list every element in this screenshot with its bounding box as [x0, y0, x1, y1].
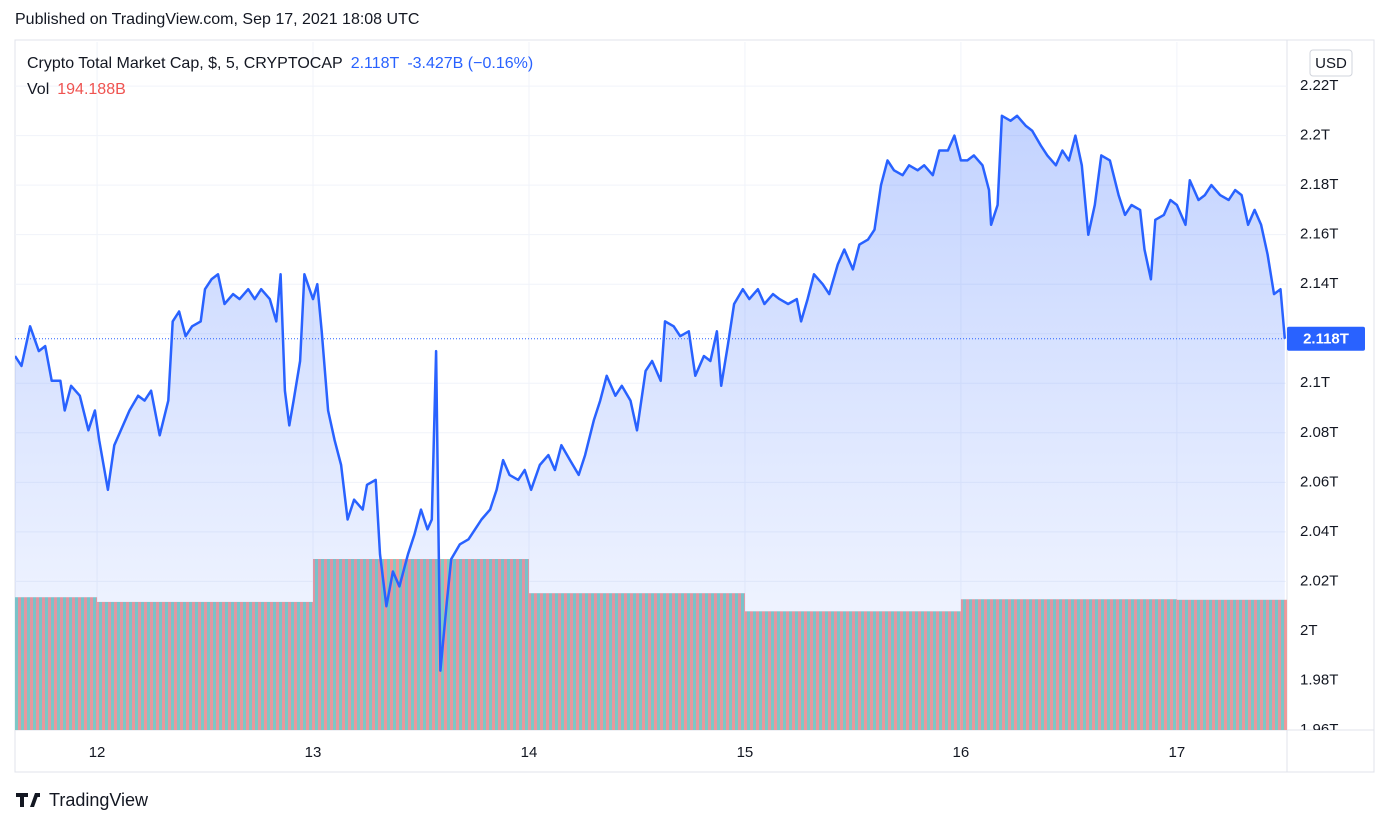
last-price-badge — [1287, 326, 1365, 351]
x-tick-label: 16 — [953, 744, 970, 761]
last-price-badge-label: 2.118T — [1303, 331, 1349, 348]
y-tick-label: 2.02T — [1300, 572, 1338, 589]
symbol-title: Crypto Total Market Cap, $, 5, CRYPTOCAP — [27, 55, 343, 72]
y-tick-label: 2T — [1300, 622, 1318, 639]
y-tick-label: 2.06T — [1300, 473, 1338, 490]
y-tick-label: 2.04T — [1300, 523, 1338, 540]
brand-logo — [16, 793, 40, 807]
volume-name: Vol — [27, 81, 50, 98]
currency-box[interactable] — [1309, 49, 1353, 77]
y-tick-label: 1.96T — [1300, 721, 1338, 738]
brand-name: TradingView — [49, 790, 149, 810]
x-tick-label: 17 — [1169, 744, 1186, 761]
legend-header: Crypto Total Market Cap, $, 5, CRYPTOCAP… — [27, 55, 533, 73]
price-line — [15, 114, 1287, 672]
area-fill — [15, 115, 1285, 730]
y-tick-label: 2.1T — [1300, 374, 1330, 391]
y-tick-label: 2.18T — [1300, 176, 1338, 193]
y-tick-label: 2.08T — [1300, 424, 1338, 441]
currency-label[interactable]: USD — [1315, 55, 1347, 72]
y-tick-label: 2.2T — [1300, 127, 1330, 144]
volume-header: Vol 194.188B — [27, 81, 126, 99]
x-tick-label: 13 — [305, 744, 322, 761]
x-tick-label: 12 — [89, 744, 106, 761]
price-change: -3.427B (−0.16%) — [407, 55, 534, 72]
x-tick-label: 14 — [521, 744, 538, 761]
y-tick-label: 2.22T — [1300, 77, 1338, 94]
last-price: 2.118T — [350, 55, 400, 72]
volume-value: 194.188B — [57, 81, 126, 98]
y-tick-label: 2.14T — [1300, 275, 1338, 292]
x-tick-label: 15 — [737, 744, 754, 761]
y-tick-label: 1.98T — [1300, 671, 1338, 688]
y-tick-label: 2.16T — [1300, 226, 1338, 243]
published-note: Published on TradingView.com, Sep 17, 20… — [15, 11, 420, 28]
